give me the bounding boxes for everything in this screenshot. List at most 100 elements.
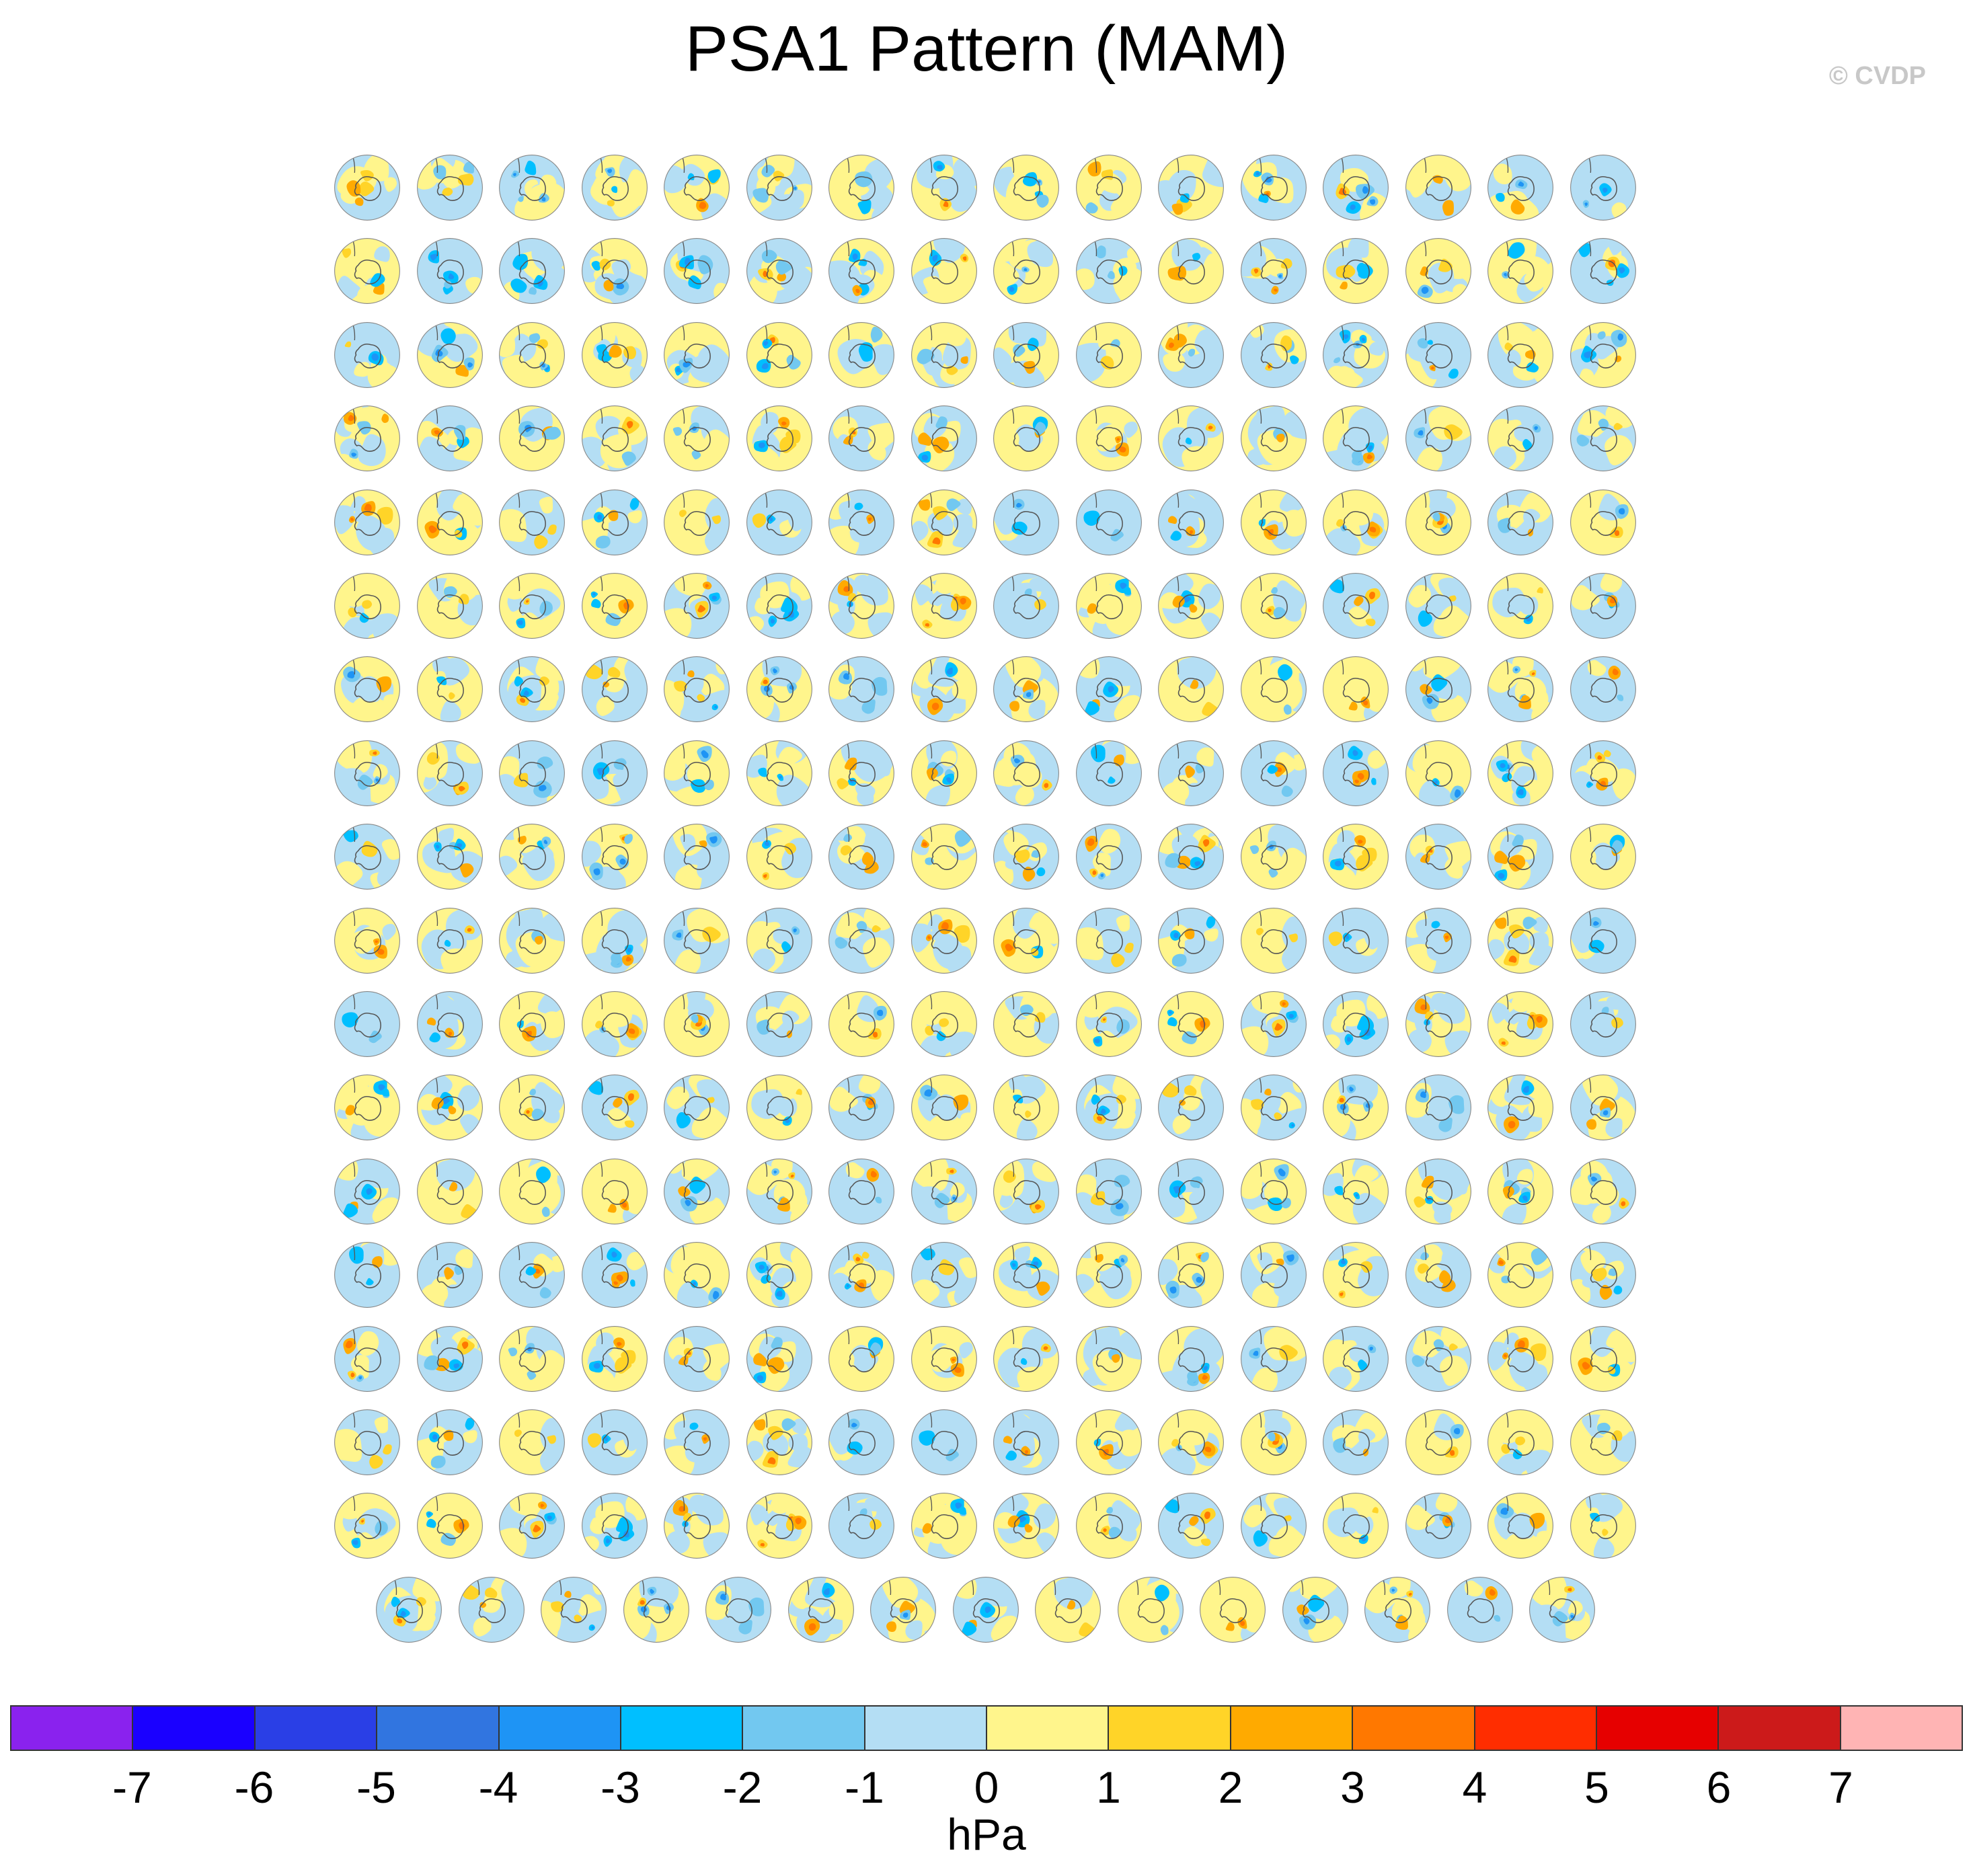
map-panel (660, 1482, 734, 1563)
polar-map (1487, 1074, 1553, 1140)
polar-map (334, 1074, 400, 1140)
map-panel (660, 813, 734, 894)
map-panel (1154, 1064, 1228, 1144)
polar-map (582, 656, 648, 722)
polar-map (499, 908, 565, 974)
map-panel (1566, 730, 1640, 810)
map-panel (1154, 562, 1228, 643)
map-panel (1237, 311, 1311, 392)
map-panel (1154, 395, 1228, 475)
map-panel (413, 813, 487, 894)
map-panel (330, 813, 404, 894)
map-panel (330, 479, 404, 559)
map-panel (1072, 1482, 1146, 1563)
polar-map (1158, 1493, 1224, 1559)
map-panel (1401, 479, 1475, 559)
map-panel (824, 1315, 898, 1396)
map-panel (413, 1148, 487, 1228)
colorbar (10, 1705, 1963, 1751)
map-panel (1483, 395, 1557, 475)
polar-map (623, 1577, 689, 1643)
map-panel (413, 1231, 487, 1312)
map-panel (578, 1399, 652, 1479)
map-panel (660, 144, 734, 225)
map-panel (330, 311, 404, 392)
map-panel (989, 227, 1063, 308)
polar-map (1076, 1242, 1142, 1308)
polar-map (993, 322, 1059, 388)
polar-map (828, 490, 894, 555)
polar-map (746, 1409, 812, 1475)
map-panel (495, 562, 569, 643)
polar-map (417, 1159, 483, 1224)
polar-map (1323, 1242, 1389, 1308)
map-panel (578, 1064, 652, 1144)
map-panel (413, 980, 487, 1061)
polar-map (1487, 238, 1553, 304)
map-panel (907, 813, 981, 894)
map-panel (1401, 813, 1475, 894)
map-panel (1154, 479, 1228, 559)
map-panel (578, 980, 652, 1061)
polar-map (1241, 490, 1307, 555)
polar-map (664, 991, 730, 1057)
polar-map (1241, 1159, 1307, 1224)
colorbar-segment (1475, 1707, 1597, 1750)
polar-map (828, 908, 894, 974)
polar-map (911, 238, 977, 304)
polar-map (1158, 238, 1224, 304)
map-panel (1237, 646, 1311, 726)
polar-map (1405, 1409, 1471, 1475)
map-panel (413, 311, 487, 392)
polar-map (746, 740, 812, 806)
map-panel (1237, 980, 1311, 1061)
polar-map (499, 656, 565, 722)
polar-map (1158, 1326, 1224, 1392)
polar-map (705, 1577, 771, 1643)
map-panel (1154, 980, 1228, 1061)
colorbar-segment (11, 1707, 134, 1750)
map-panel (742, 1482, 816, 1563)
polar-map (1405, 322, 1471, 388)
map-panel (742, 479, 816, 559)
colorbar-tick-label: -4 (478, 1762, 518, 1812)
map-panel (1401, 1482, 1475, 1563)
polar-map (828, 740, 894, 806)
map-panel (824, 730, 898, 810)
map-panel (907, 144, 981, 225)
polar-map (1570, 573, 1636, 639)
map-panel (1072, 479, 1146, 559)
polar-map (1405, 740, 1471, 806)
map-panel (1566, 562, 1640, 643)
polar-map (582, 824, 648, 890)
map-panel (907, 1231, 981, 1312)
map-panel (1154, 730, 1228, 810)
polar-map (1076, 740, 1142, 806)
map-panel (1072, 395, 1146, 475)
map-panel (1483, 1482, 1557, 1563)
map-panel (742, 562, 816, 643)
polar-map (1487, 1409, 1553, 1475)
map-panel (660, 730, 734, 810)
map-panel (495, 730, 569, 810)
polar-map (1487, 1159, 1553, 1224)
map-panel (1319, 227, 1393, 308)
polar-map (664, 573, 730, 639)
map-panel (989, 730, 1063, 810)
map-panel (742, 1148, 816, 1228)
polar-map (1158, 155, 1224, 221)
polar-map (911, 490, 977, 555)
map-panel (907, 1399, 981, 1479)
polar-map (1118, 1577, 1184, 1643)
polar-map (582, 1242, 648, 1308)
polar-map (993, 490, 1059, 555)
polar-map (664, 238, 730, 304)
polar-map (1076, 1159, 1142, 1224)
colorbar-segment (1353, 1707, 1475, 1750)
polar-map (1158, 490, 1224, 555)
polar-map (582, 405, 648, 471)
map-panel (866, 1566, 940, 1647)
polar-map (1487, 824, 1553, 890)
polar-map (1364, 1577, 1430, 1643)
polar-map (1076, 573, 1142, 639)
